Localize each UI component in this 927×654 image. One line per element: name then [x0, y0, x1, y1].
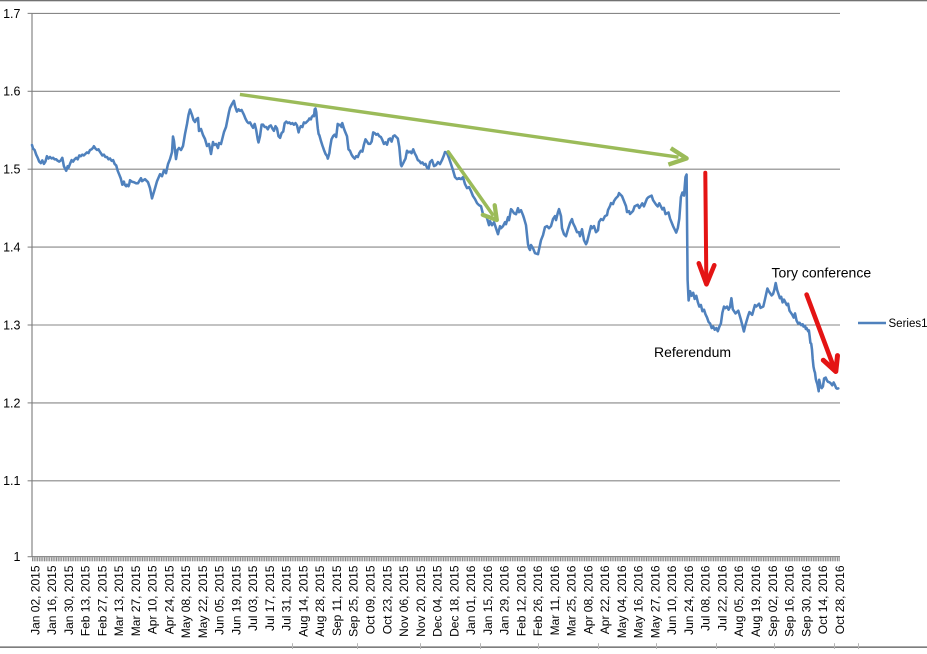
svg-text:Apr 24, 2015: Apr 24, 2015 — [162, 565, 176, 634]
svg-text:Sep 11, 2015: Sep 11, 2015 — [330, 565, 344, 636]
svg-text:1.7: 1.7 — [3, 7, 20, 21]
svg-text:Dec 18, 2015: Dec 18, 2015 — [447, 565, 461, 637]
svg-text:May 27, 2016: May 27, 2016 — [648, 565, 662, 638]
svg-text:Apr 10, 2015: Apr 10, 2015 — [146, 565, 160, 634]
svg-text:Jan 16, 2015: Jan 16, 2015 — [45, 565, 59, 635]
svg-text:Jul 08, 2016: Jul 08, 2016 — [699, 565, 713, 631]
svg-text:Feb 12, 2016: Feb 12, 2016 — [514, 565, 528, 636]
svg-text:Jan 15, 2016: Jan 15, 2016 — [481, 565, 495, 635]
svg-text:May 08, 2015: May 08, 2015 — [179, 565, 193, 638]
svg-text:Apr 22, 2016: Apr 22, 2016 — [598, 565, 612, 634]
svg-text:Nov 20, 2015: Nov 20, 2015 — [414, 565, 428, 637]
svg-text:Nov 06, 2015: Nov 06, 2015 — [397, 565, 411, 637]
svg-text:Jul 31, 2015: Jul 31, 2015 — [280, 565, 294, 631]
svg-text:Aug 14, 2015: Aug 14, 2015 — [297, 565, 311, 637]
svg-text:Oct 09, 2015: Oct 09, 2015 — [364, 565, 378, 634]
svg-text:Aug 05, 2016: Aug 05, 2016 — [732, 565, 746, 637]
svg-text:Sep 02, 2016: Sep 02, 2016 — [766, 565, 780, 637]
svg-text:Jul 17, 2015: Jul 17, 2015 — [263, 565, 277, 631]
svg-text:Oct 23, 2015: Oct 23, 2015 — [380, 565, 394, 634]
svg-text:Jun 19, 2015: Jun 19, 2015 — [229, 565, 243, 635]
svg-text:May 16, 2016: May 16, 2016 — [632, 565, 646, 638]
svg-text:1.4: 1.4 — [3, 241, 20, 255]
svg-text:Jan 02, 2015: Jan 02, 2015 — [28, 565, 42, 635]
svg-text:Jan 29, 2016: Jan 29, 2016 — [498, 565, 512, 635]
svg-text:1.5: 1.5 — [3, 163, 20, 177]
svg-text:May 22, 2015: May 22, 2015 — [196, 565, 210, 638]
svg-text:Feb 27, 2015: Feb 27, 2015 — [95, 565, 109, 636]
svg-text:1.2: 1.2 — [3, 396, 20, 410]
svg-text:Tory conference: Tory conference — [772, 265, 872, 281]
svg-text:Jan 30, 2015: Jan 30, 2015 — [62, 565, 76, 635]
svg-text:Aug 19, 2016: Aug 19, 2016 — [749, 565, 763, 637]
svg-text:May 04, 2016: May 04, 2016 — [615, 565, 629, 638]
svg-text:Jan 01, 2016: Jan 01, 2016 — [464, 565, 478, 635]
svg-text:Series1: Series1 — [889, 318, 927, 330]
svg-text:1: 1 — [14, 550, 21, 564]
svg-text:Jun 05, 2015: Jun 05, 2015 — [213, 565, 227, 635]
svg-text:1.1: 1.1 — [3, 474, 20, 488]
svg-text:Aug 28, 2015: Aug 28, 2015 — [313, 565, 327, 637]
svg-text:Feb 13, 2015: Feb 13, 2015 — [79, 565, 93, 636]
svg-text:Sep 16, 2016: Sep 16, 2016 — [783, 565, 797, 637]
svg-text:Sep 25, 2015: Sep 25, 2015 — [347, 565, 361, 637]
svg-text:Jun 24, 2016: Jun 24, 2016 — [682, 565, 696, 635]
svg-text:1.6: 1.6 — [3, 85, 20, 99]
svg-text:Jun 10, 2016: Jun 10, 2016 — [665, 565, 679, 635]
svg-text:Oct 14, 2016: Oct 14, 2016 — [816, 565, 830, 634]
svg-text:Referendum: Referendum — [654, 344, 731, 360]
svg-text:Apr 08, 2016: Apr 08, 2016 — [581, 565, 595, 634]
svg-text:1.3: 1.3 — [3, 318, 20, 332]
svg-text:Sep 30, 2016: Sep 30, 2016 — [799, 565, 813, 637]
svg-text:Mar 11, 2016: Mar 11, 2016 — [548, 565, 562, 635]
svg-text:Dec 04, 2015: Dec 04, 2015 — [431, 565, 445, 637]
svg-text:Jul 03, 2015: Jul 03, 2015 — [246, 565, 260, 631]
svg-text:Oct 28, 2016: Oct 28, 2016 — [833, 565, 847, 634]
svg-text:Mar 25, 2016: Mar 25, 2016 — [565, 565, 579, 636]
svg-text:Mar 27, 2015: Mar 27, 2015 — [129, 565, 143, 636]
svg-text:Jul 22, 2016: Jul 22, 2016 — [716, 565, 730, 631]
svg-text:Feb 26, 2016: Feb 26, 2016 — [531, 565, 545, 636]
svg-text:Mar 13, 2015: Mar 13, 2015 — [112, 565, 126, 636]
